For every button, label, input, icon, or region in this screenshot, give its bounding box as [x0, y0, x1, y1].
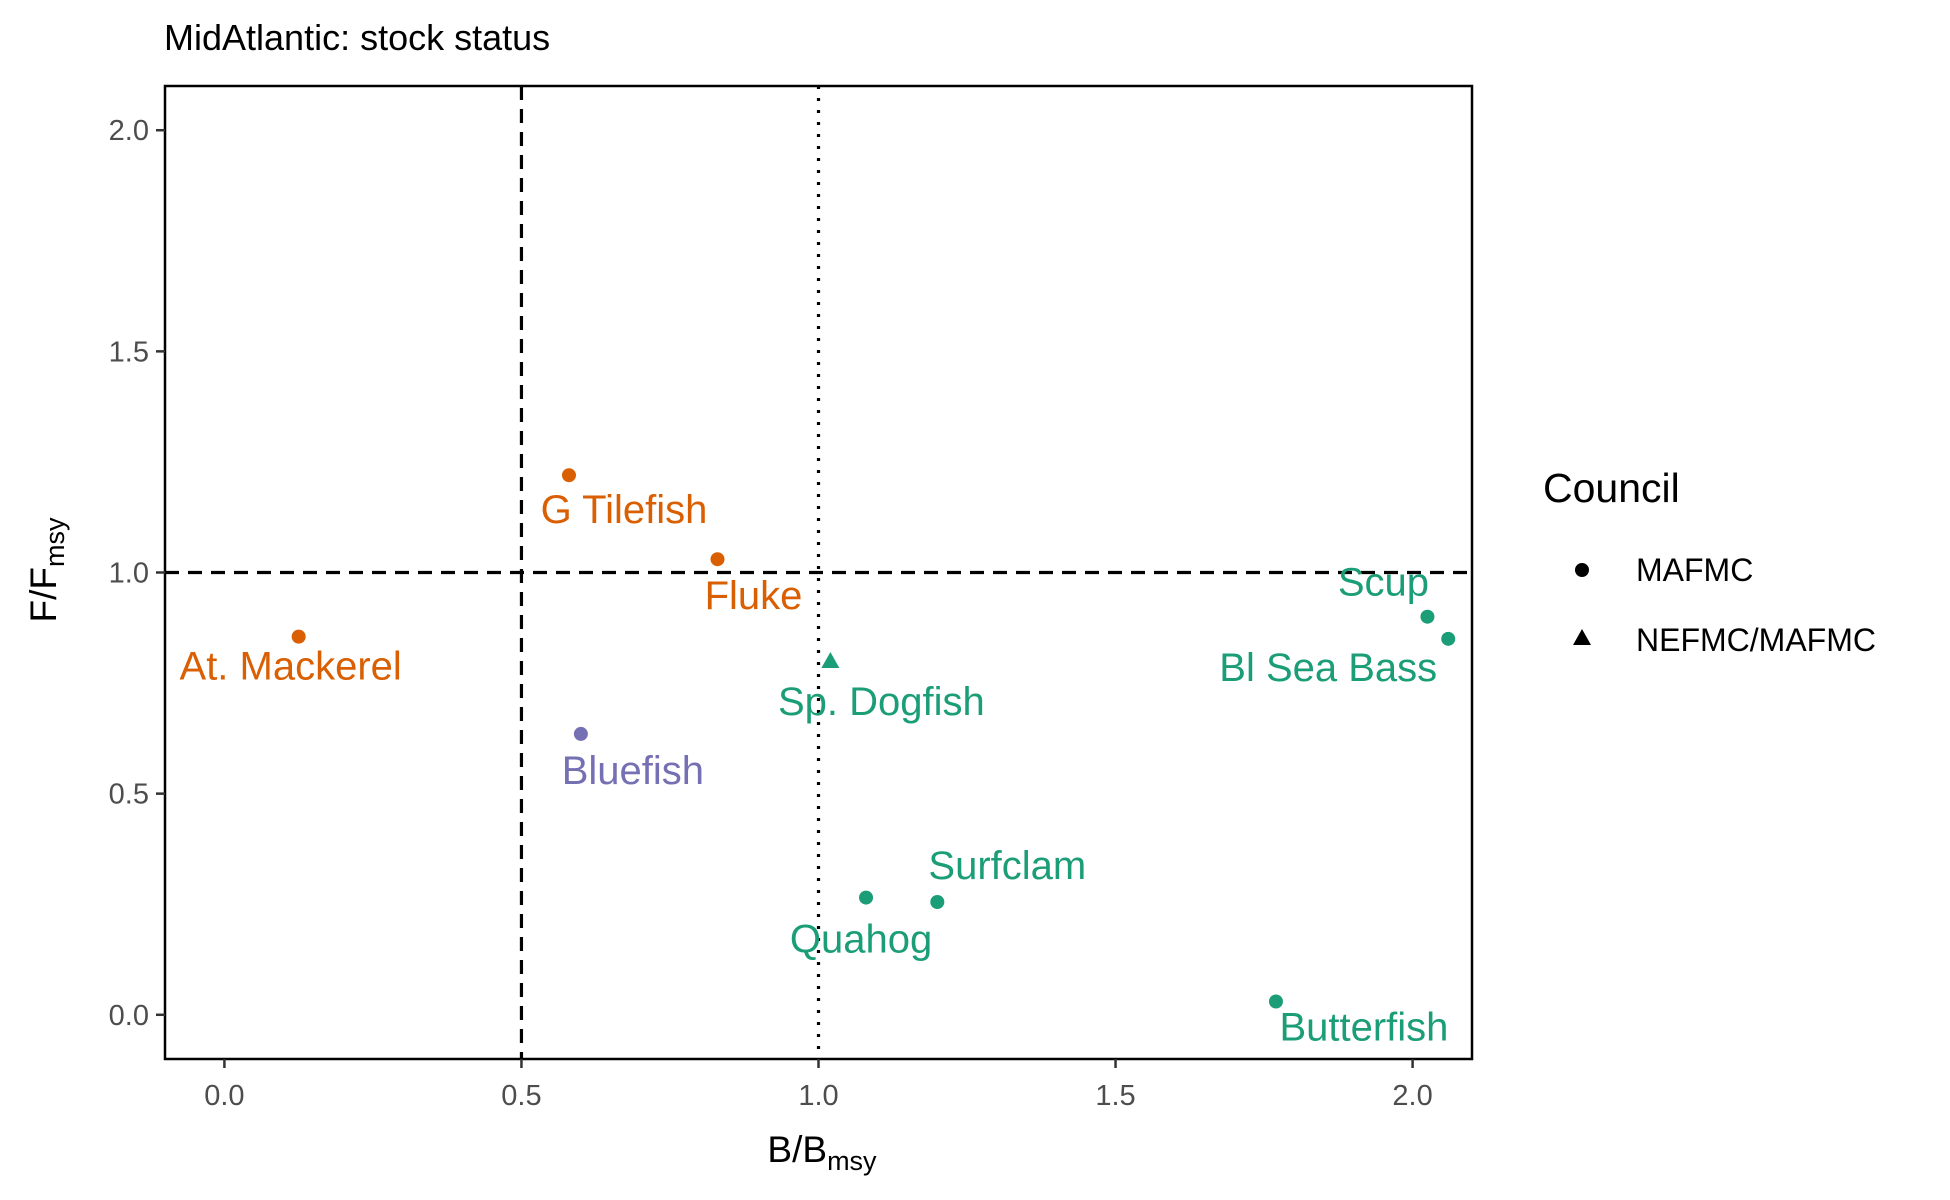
- point-fluke: [710, 552, 725, 567]
- point-label-quahog: Quahog: [790, 918, 932, 962]
- point-label-g-tilefish: G Tilefish: [541, 488, 708, 532]
- point-label-at-mackerel: At. Mackerel: [180, 645, 402, 689]
- legend-title: Council: [1543, 465, 1680, 511]
- point-label-scup: Scup: [1338, 561, 1429, 605]
- point-label-fluke: Fluke: [705, 574, 803, 618]
- point-label-butterfish: Butterfish: [1279, 1006, 1448, 1050]
- legend-triangle-key: [1573, 629, 1591, 645]
- point-butterfish: [1268, 994, 1283, 1009]
- x-axis-title: B/Bmsy: [767, 1129, 877, 1176]
- y-tick-label: 1.0: [109, 558, 149, 590]
- plot-area: At. Mackerel G Tilefish Fluke Bluefish Sp. D…: [109, 84, 1474, 1112]
- point-scup: [1420, 609, 1435, 624]
- point-label-sp-dogfish: Sp. Dogfish: [778, 680, 985, 724]
- legend: Council MAFMC NEFMC/MAFMC: [1543, 465, 1876, 658]
- point-label-surfclam: Surfclam: [928, 844, 1086, 888]
- legend-circle-key: [1575, 563, 1589, 577]
- y-tick-label: 0.0: [109, 1000, 149, 1032]
- x-tick-label: 1.5: [1095, 1080, 1135, 1112]
- x-tick-label: 2.0: [1392, 1080, 1432, 1112]
- point-at-mackerel: [291, 629, 306, 644]
- y-axis-title: F/Fmsy: [23, 517, 70, 622]
- x-tick-label: 1.0: [798, 1080, 838, 1112]
- y-tick-label: 2.0: [109, 115, 149, 147]
- legend-entry-nefmc-mafmc: NEFMC/MAFMC: [1636, 622, 1876, 658]
- point-bluefish: [573, 726, 588, 741]
- point-bl-sea-bass: [1441, 631, 1456, 646]
- x-tick-label: 0.5: [501, 1080, 541, 1112]
- legend-entry-mafmc: MAFMC: [1636, 552, 1753, 588]
- point-label-bluefish: Bluefish: [562, 749, 704, 793]
- chart-title: MidAtlantic: stock status: [164, 17, 550, 58]
- y-tick-label: 1.5: [109, 336, 149, 368]
- point-g-tilefish: [561, 468, 576, 483]
- point-quahog: [859, 890, 874, 905]
- y-tick-label: 0.5: [109, 779, 149, 811]
- point-label-bl-sea-bass: Bl Sea Bass: [1219, 646, 1437, 690]
- x-tick-label: 0.0: [204, 1080, 244, 1112]
- point-surfclam: [930, 894, 945, 909]
- point-sp-dogfish: [821, 651, 840, 668]
